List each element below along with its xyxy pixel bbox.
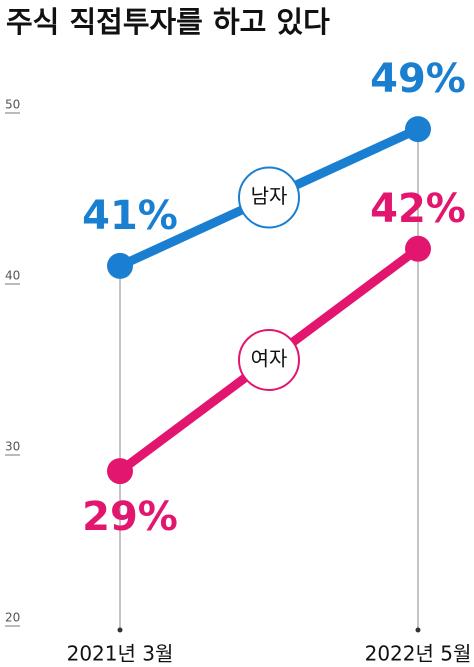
x-tick-label: 2021년 3월 [67,642,174,666]
x-tick-label: 2022년 5월 [365,642,472,666]
data-point [107,252,133,279]
data-point [107,458,133,485]
chart-title: 주식 직접투자를 하고 있다 [6,5,330,39]
y-tick-label: 50 [5,98,20,112]
data-point [405,235,431,262]
guide-dot [117,627,123,633]
y-tick-label: 20 [5,611,20,625]
data-label: 41% [82,193,178,239]
legend-label: 여자 [251,346,288,370]
data-label: 29% [82,494,178,540]
data-point [405,116,431,143]
guide-dot [415,627,421,633]
series-name-badge [238,166,300,229]
data-label: 49% [370,56,466,102]
series-name-badge [238,328,300,391]
legend-label: 남자 [251,184,288,208]
data-label: 42% [370,186,466,232]
y-tick-label: 30 [5,440,20,454]
y-tick-label: 40 [5,269,20,283]
